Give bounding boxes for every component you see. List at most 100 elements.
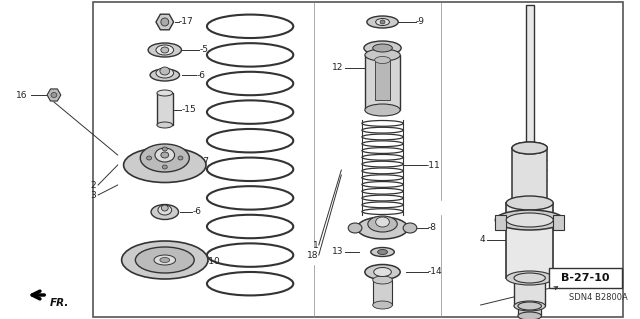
Ellipse shape	[362, 182, 403, 187]
Ellipse shape	[506, 271, 553, 285]
Ellipse shape	[161, 205, 168, 211]
Ellipse shape	[163, 165, 167, 169]
Ellipse shape	[148, 43, 182, 57]
Ellipse shape	[207, 129, 293, 152]
Ellipse shape	[495, 210, 564, 230]
Ellipse shape	[155, 148, 175, 162]
Ellipse shape	[362, 188, 403, 194]
Ellipse shape	[362, 168, 403, 174]
Text: -7: -7	[200, 158, 209, 167]
Ellipse shape	[376, 217, 389, 227]
Ellipse shape	[362, 202, 403, 208]
Polygon shape	[495, 215, 506, 230]
Ellipse shape	[365, 49, 400, 61]
Ellipse shape	[178, 156, 183, 160]
Text: 16: 16	[16, 91, 28, 100]
Ellipse shape	[207, 215, 293, 238]
Text: -8: -8	[428, 224, 436, 233]
Ellipse shape	[512, 197, 547, 209]
Ellipse shape	[376, 19, 389, 26]
Text: SDN4 B2800A: SDN4 B2800A	[569, 293, 628, 302]
Ellipse shape	[207, 272, 293, 295]
Ellipse shape	[157, 90, 173, 96]
Ellipse shape	[157, 122, 173, 128]
Ellipse shape	[371, 248, 394, 256]
Ellipse shape	[362, 127, 403, 133]
Ellipse shape	[362, 154, 403, 160]
Ellipse shape	[135, 247, 194, 273]
Text: -10: -10	[206, 257, 221, 266]
Ellipse shape	[163, 147, 167, 151]
Ellipse shape	[150, 69, 179, 81]
Bar	[93, 2, 623, 317]
Ellipse shape	[348, 223, 362, 233]
Ellipse shape	[364, 41, 401, 55]
Ellipse shape	[362, 209, 403, 214]
Ellipse shape	[514, 301, 545, 311]
Text: 2: 2	[90, 181, 96, 189]
Ellipse shape	[207, 158, 293, 181]
Bar	[514, 278, 545, 306]
Ellipse shape	[378, 249, 387, 255]
Ellipse shape	[512, 142, 547, 154]
Bar	[372, 280, 392, 305]
Bar	[549, 268, 622, 288]
Ellipse shape	[161, 18, 169, 26]
Text: 12: 12	[332, 63, 343, 72]
Ellipse shape	[518, 302, 541, 310]
Ellipse shape	[403, 223, 417, 233]
Ellipse shape	[362, 195, 403, 201]
Ellipse shape	[380, 20, 385, 24]
Ellipse shape	[365, 104, 400, 116]
Ellipse shape	[506, 213, 553, 227]
Ellipse shape	[374, 56, 390, 63]
Ellipse shape	[207, 15, 293, 38]
Text: 13: 13	[332, 248, 343, 256]
Ellipse shape	[506, 196, 553, 210]
Ellipse shape	[368, 216, 397, 232]
Ellipse shape	[140, 144, 189, 172]
Ellipse shape	[207, 43, 293, 67]
Ellipse shape	[207, 243, 293, 267]
Ellipse shape	[161, 47, 169, 53]
Ellipse shape	[160, 257, 170, 263]
Ellipse shape	[357, 217, 408, 239]
Ellipse shape	[374, 268, 392, 277]
Ellipse shape	[122, 241, 208, 279]
Text: -6: -6	[192, 207, 201, 217]
Text: FR.: FR.	[50, 298, 69, 308]
Ellipse shape	[158, 205, 172, 215]
Ellipse shape	[365, 264, 400, 279]
Bar	[512, 148, 547, 203]
Ellipse shape	[160, 67, 170, 75]
Bar	[525, 5, 534, 150]
Ellipse shape	[372, 301, 392, 309]
Ellipse shape	[362, 161, 403, 167]
Text: -15: -15	[182, 106, 196, 115]
Bar	[512, 148, 547, 160]
Ellipse shape	[372, 44, 392, 52]
Text: -11: -11	[426, 160, 440, 169]
Ellipse shape	[367, 16, 398, 28]
Ellipse shape	[514, 273, 545, 283]
Bar	[374, 60, 390, 100]
Bar	[506, 203, 553, 278]
Text: 1: 1	[313, 241, 319, 249]
Text: B-27-10: B-27-10	[561, 273, 610, 283]
Ellipse shape	[156, 45, 173, 55]
Text: 3: 3	[90, 190, 96, 199]
Polygon shape	[553, 215, 564, 230]
Ellipse shape	[151, 204, 179, 219]
Text: -14: -14	[428, 268, 442, 277]
Ellipse shape	[362, 175, 403, 181]
Text: 4: 4	[480, 235, 486, 244]
Ellipse shape	[518, 312, 541, 319]
Ellipse shape	[512, 142, 547, 154]
Text: -5: -5	[199, 46, 208, 55]
Text: -9: -9	[416, 18, 425, 26]
Text: -17: -17	[179, 18, 193, 26]
Ellipse shape	[372, 276, 392, 284]
Text: 18: 18	[307, 250, 319, 259]
Ellipse shape	[362, 148, 403, 153]
Ellipse shape	[124, 147, 206, 182]
